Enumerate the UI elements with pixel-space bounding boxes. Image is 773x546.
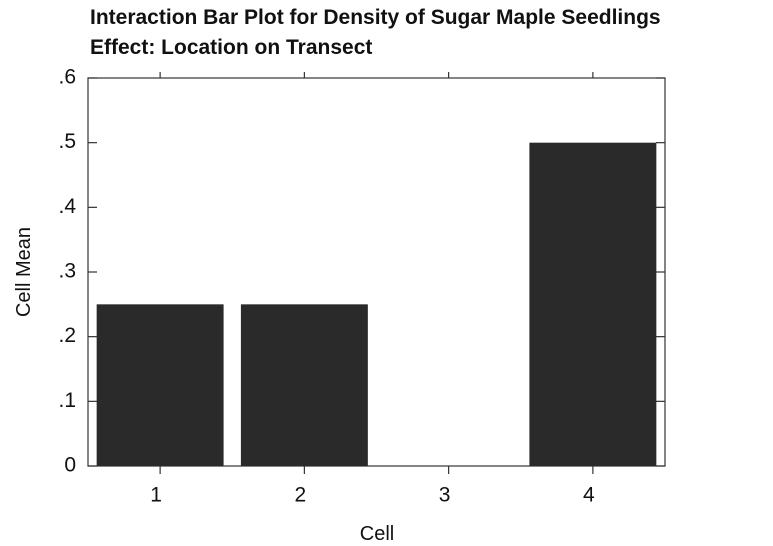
x-axis-label: Cell [360,523,394,545]
x-tick-label: 4 [583,484,595,507]
y-tick-label: .1 [58,389,76,412]
y-tick-label: .3 [58,260,76,283]
y-tick-label: .5 [58,130,76,153]
chart-title: Interaction Bar Plot for Density of Suga… [90,6,661,29]
bar [96,304,224,466]
y-axis-label: Cell Mean [13,227,35,317]
bar [529,142,657,466]
x-tick-label: 2 [295,484,307,507]
y-tick-label: .6 [58,66,76,89]
y-tick-label: 0 [64,454,76,477]
chart-subtitle: Effect: Location on Transect [90,36,372,59]
x-tick-label: 3 [439,484,451,507]
x-tick-label: 1 [150,484,162,507]
bar [240,304,368,466]
y-tick-label: .2 [58,324,76,347]
y-tick-label: .4 [58,195,76,218]
